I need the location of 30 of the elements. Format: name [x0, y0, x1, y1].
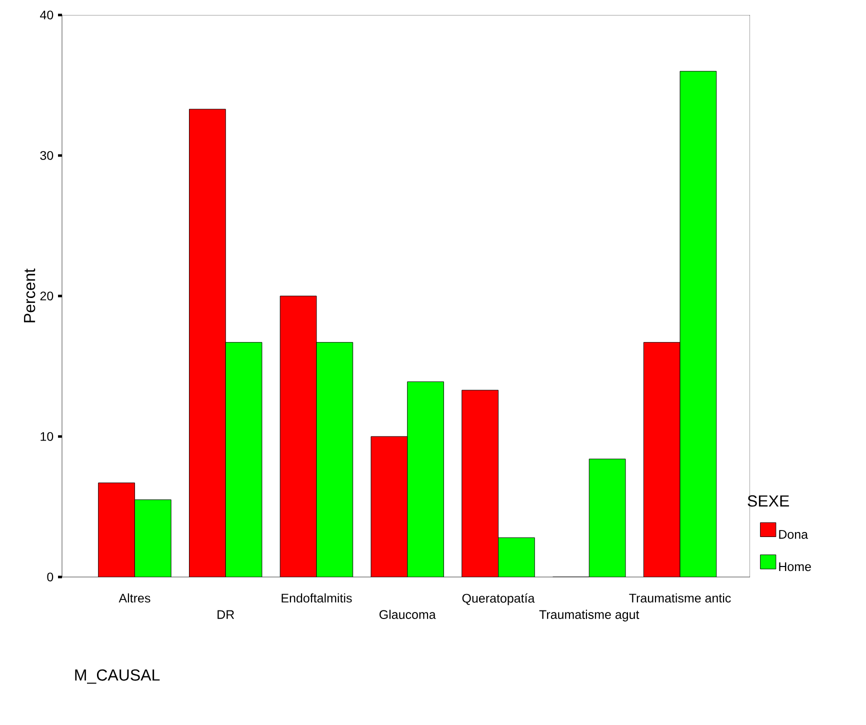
x-tick-label: DR: [218, 610, 234, 619]
bar: [280, 296, 317, 577]
x-tick-label: Traumatisme antic: [629, 593, 731, 603]
x-axis-title: M_CAUSAL: [75, 669, 160, 684]
y-axis-title: Percent: [24, 268, 36, 322]
bar: [462, 390, 499, 577]
x-tick-label: Queratopatía: [462, 593, 535, 606]
legend-title: SEXE: [748, 495, 789, 507]
x-tick-label: Altres: [118, 593, 150, 603]
y-tick-label: 10: [40, 432, 54, 441]
bar: [643, 342, 680, 577]
x-tick-label: Glaucoma: [380, 610, 436, 619]
y-tick-label: 20: [40, 292, 54, 300]
y-tick-label: 40: [40, 10, 54, 20]
x-tick-label: Endoftalmitis: [282, 593, 352, 603]
bar: [134, 499, 172, 577]
legend-label: Dona: [779, 530, 808, 539]
bar: [498, 537, 535, 577]
bar: [680, 70, 717, 577]
y-tick-label: 0: [47, 572, 54, 582]
x-tick-label: Traumatisme agut: [539, 610, 640, 622]
bar: [588, 458, 626, 577]
bar: [98, 482, 135, 577]
y-tick-label: 30: [40, 151, 54, 160]
legend-label: Home: [779, 562, 811, 572]
bar: [188, 108, 226, 577]
bar: [407, 381, 444, 577]
bar: [370, 436, 408, 577]
bar: [225, 342, 262, 577]
bar: [316, 342, 354, 577]
